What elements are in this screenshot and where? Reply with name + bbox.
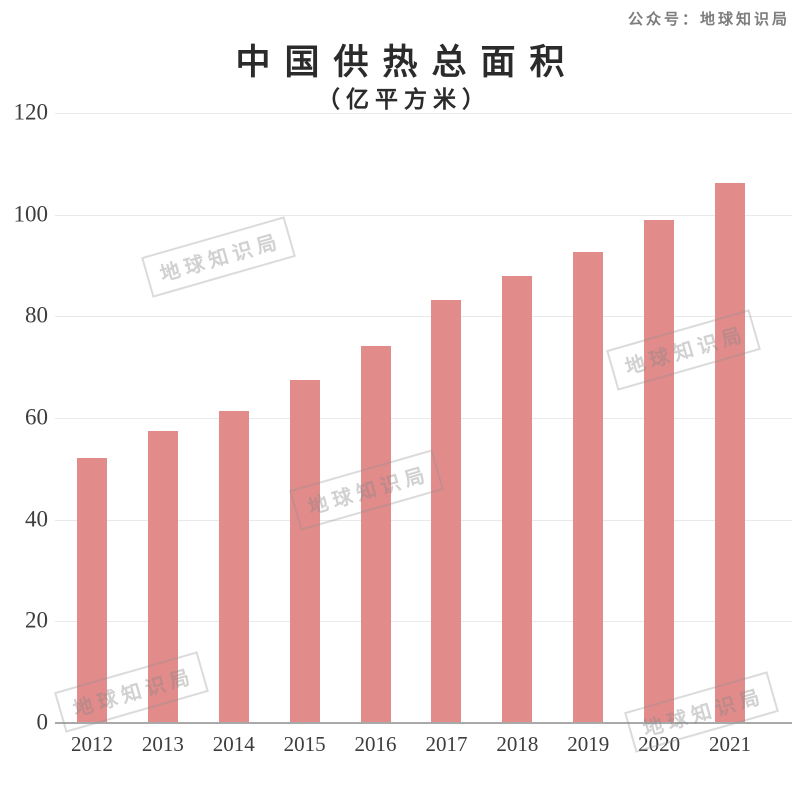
bar-2013: [147, 431, 178, 722]
x-axis-tick-label: 2021: [709, 732, 751, 756]
x-axis-tick-label: 2019: [567, 732, 610, 756]
chart-title: 中国供热总面积: [235, 43, 579, 82]
bar-2017: [431, 300, 462, 722]
x-axis-tick-label: 2018: [496, 732, 539, 756]
x-axis-tick-label: 2013: [141, 732, 184, 756]
x-axis-tick-label: 2015: [283, 732, 326, 756]
x-axis-tick-label: 2017: [425, 732, 468, 756]
chart-subtitle: （亿平方米）: [317, 87, 491, 112]
y-axis-tick-label: 100: [13, 201, 49, 227]
x-axis-tick-label: 2014: [212, 732, 255, 756]
bar-2015: [289, 380, 320, 722]
y-axis-tick-label: 80: [25, 302, 48, 328]
bar-2019: [573, 251, 604, 722]
gridline: [55, 214, 792, 216]
gridline: [55, 113, 792, 114]
bar-2018: [502, 276, 533, 722]
y-axis-tick-label: 20: [25, 607, 48, 633]
watermark-stamp: 地球知识局: [141, 216, 296, 298]
y-axis-tick-label: 0: [36, 709, 49, 735]
bar-2020: [644, 219, 675, 722]
x-axis-tick-label: 2020: [638, 732, 681, 756]
bar-2014: [218, 410, 249, 722]
bar-2012: [77, 457, 107, 722]
account-label: 公众号：地球知识局: [627, 12, 790, 28]
x-axis-tick-label: 2012: [71, 732, 113, 756]
y-axis-tick-label: 120: [13, 99, 49, 125]
x-axis-line: [55, 722, 792, 724]
gridline: [55, 621, 792, 623]
x-axis-tick-label: 2016: [354, 732, 397, 756]
y-axis-tick-label: 40: [25, 506, 48, 532]
gridline: [55, 519, 792, 521]
bar-2016: [360, 345, 391, 722]
gridline: [55, 418, 792, 419]
bar-2021: [715, 183, 745, 722]
gridline: [55, 316, 792, 318]
y-axis-tick-label: 60: [25, 404, 48, 430]
